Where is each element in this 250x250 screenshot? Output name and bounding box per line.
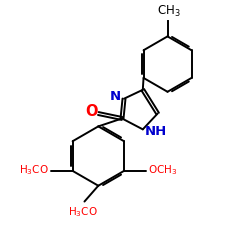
Text: NH: NH [145,125,167,138]
Text: O: O [85,104,98,119]
Text: OCH$_3$: OCH$_3$ [148,163,177,177]
Text: CH$_3$: CH$_3$ [157,4,180,18]
Text: N: N [110,90,121,103]
Text: H$_3$CO: H$_3$CO [19,163,49,177]
Text: H$_3$CO: H$_3$CO [68,206,97,219]
